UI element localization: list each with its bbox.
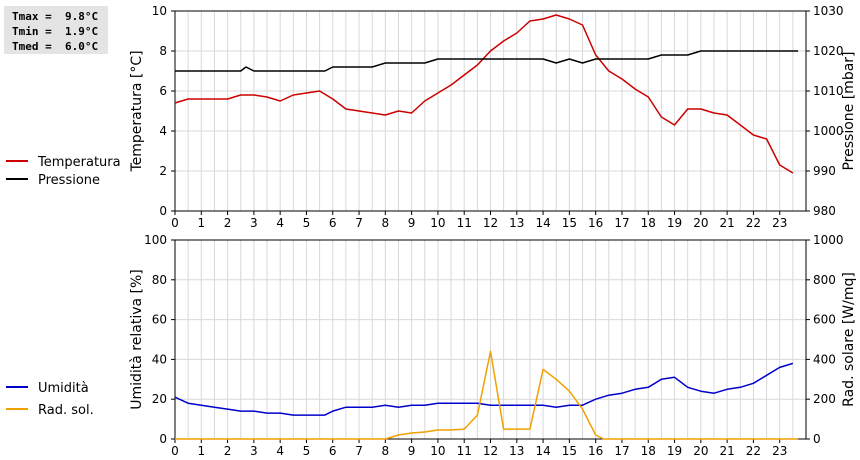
y-tick-label: 10 — [152, 4, 167, 18]
legend-label: Umidità — [38, 381, 89, 396]
legend-label: Pressione — [38, 173, 100, 188]
x-tick-label: 0 — [171, 444, 179, 458]
y-tick-label: 20 — [152, 392, 167, 406]
x-tick-label: 4 — [276, 444, 284, 458]
y2-tick-label: 600 — [813, 313, 836, 327]
x-tick-label: 6 — [329, 216, 337, 230]
x-tick-label: 22 — [746, 444, 761, 458]
x-tick-label: 21 — [719, 444, 734, 458]
y-tick-label: 8 — [159, 44, 167, 58]
x-tick-label: 15 — [562, 216, 577, 230]
x-tick-label: 12 — [483, 444, 498, 458]
y-tick-label: 0 — [159, 432, 167, 446]
x-tick-label: 17 — [614, 444, 629, 458]
x-tick-label: 20 — [693, 216, 708, 230]
x-tick-label: 18 — [641, 444, 656, 458]
x-tick-label: 3 — [250, 216, 258, 230]
x-tick-label: 7 — [355, 444, 363, 458]
chart-panel-2: 0 1 2 3 4 5 6 7 8 9 10 11 12 13 14 15 16 17 18 19 20 21 22 2302… — [6, 233, 857, 458]
x-tick-label: 13 — [509, 444, 524, 458]
x-tick-label: 16 — [588, 216, 603, 230]
y2-tick-label: 400 — [813, 352, 836, 366]
x-tick-label: 3 — [250, 444, 258, 458]
x-tick-label: 5 — [303, 216, 311, 230]
y2-tick-label: 1000 — [813, 233, 844, 247]
stat-tmed: Tmed = 6.0°C — [12, 40, 99, 53]
x-tick-label: 8 — [382, 444, 390, 458]
x-tick-label: 8 — [382, 216, 390, 230]
y-tick-label: 2 — [159, 164, 167, 178]
x-tick-label: 7 — [355, 216, 363, 230]
y2-tick-label: 1030 — [813, 4, 844, 18]
y-tick-label: 0 — [159, 204, 167, 218]
y2-axis-title: Rad. solare [W/mq] — [841, 272, 857, 407]
legend-label: Temperatura — [37, 155, 121, 170]
x-tick-label: 18 — [641, 216, 656, 230]
y-tick-label: 60 — [152, 313, 167, 327]
x-tick-label: 21 — [719, 216, 734, 230]
y-tick-label: 80 — [152, 273, 167, 287]
y-tick-label: 40 — [152, 352, 167, 366]
x-tick-label: 6 — [329, 444, 337, 458]
x-tick-label: 23 — [772, 444, 787, 458]
chart-panel-1: 0 1 2 3 4 5 6 7 8 9 10 11 12 13 14 15 16 17 18 19 20 21 22 2302… — [6, 4, 857, 230]
x-tick-label: 10 — [430, 216, 445, 230]
x-tick-label: 1 — [197, 216, 205, 230]
stat-tmin: Tmin = 1.9°C — [12, 25, 99, 38]
x-tick-label: 22 — [746, 216, 761, 230]
y2-tick-label: 800 — [813, 273, 836, 287]
stat-tmax: Tmax = 9.8°C — [12, 10, 99, 23]
x-tick-label: 1 — [197, 444, 205, 458]
y2-tick-label: 1000 — [813, 124, 844, 138]
x-tick-label: 4 — [276, 216, 284, 230]
y2-tick-label: 980 — [813, 204, 836, 218]
y2-tick-label: 1010 — [813, 84, 844, 98]
series-line-2-1 — [174, 362, 794, 416]
y-tick-label: 6 — [159, 84, 167, 98]
y2-tick-label: 200 — [813, 392, 836, 406]
y2-axis-title: Pressione [mbar] — [841, 51, 857, 170]
x-tick-label: 11 — [457, 216, 472, 230]
x-tick-label: 19 — [667, 444, 682, 458]
x-tick-label: 23 — [772, 216, 787, 230]
x-tick-label: 9 — [408, 444, 416, 458]
x-tick-label: 17 — [614, 216, 629, 230]
y2-tick-label: 1020 — [813, 44, 844, 58]
x-tick-label: 2 — [224, 216, 232, 230]
series-line-1-2 — [175, 50, 799, 72]
x-tick-label: 2 — [224, 444, 232, 458]
x-tick-label: 11 — [457, 444, 472, 458]
x-tick-label: 15 — [562, 444, 577, 458]
x-tick-label: 0 — [171, 216, 179, 230]
legend-label: Rad. sol. — [38, 403, 94, 418]
y2-tick-label: 0 — [813, 432, 821, 446]
x-tick-label: 10 — [430, 444, 445, 458]
y-axis-title: Temperatura [°C] — [129, 50, 145, 172]
x-tick-label: 20 — [693, 444, 708, 458]
y2-tick-label: 990 — [813, 164, 836, 178]
stats-box: Tmax = 9.8°C Tmin = 1.9°C Tmed = 6.0°C — [4, 6, 108, 54]
x-tick-label: 19 — [667, 216, 682, 230]
y-tick-label: 4 — [159, 124, 167, 138]
series-line-1-1 — [174, 14, 794, 174]
x-tick-label: 13 — [509, 216, 524, 230]
x-tick-label: 14 — [535, 444, 550, 458]
x-tick-label: 14 — [535, 216, 550, 230]
x-tick-label: 5 — [303, 444, 311, 458]
x-tick-label: 12 — [483, 216, 498, 230]
y-tick-label: 100 — [144, 233, 167, 247]
y-axis-title: Umidità relativa [%] — [129, 269, 145, 410]
x-tick-label: 16 — [588, 444, 603, 458]
series-line-2-2 — [175, 350, 799, 440]
x-tick-label: 9 — [408, 216, 416, 230]
